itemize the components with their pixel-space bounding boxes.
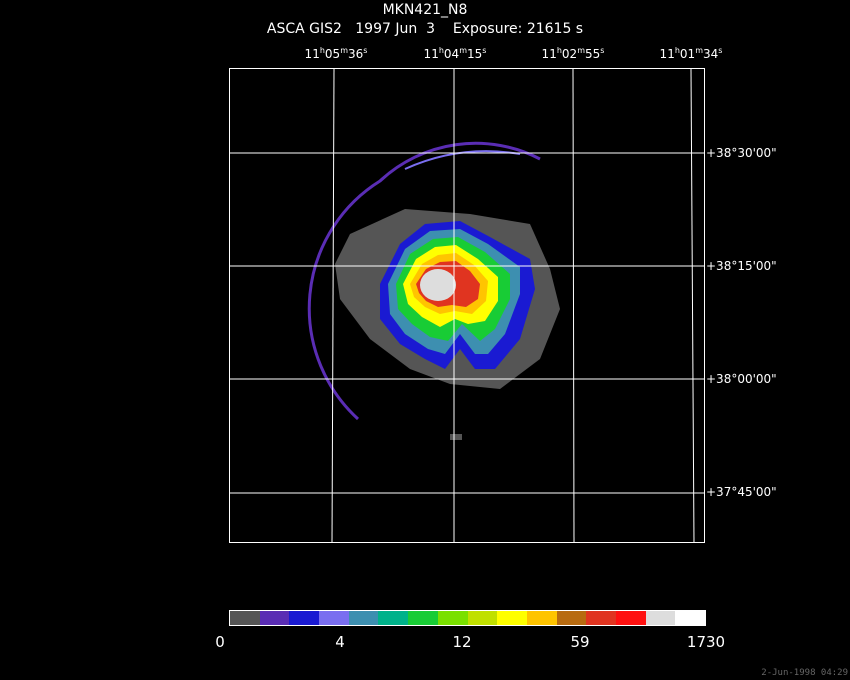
colorbar-label-2: 4 — [335, 633, 345, 651]
colorbar-swatch — [348, 611, 379, 625]
ra-label-4: 11h01m34s — [659, 46, 723, 61]
colorbar-swatch — [497, 611, 527, 625]
colorbar-label-max: 1730 — [686, 633, 726, 651]
colorbar-swatch — [259, 611, 290, 625]
dec-label-2: +38°15'00" — [706, 259, 777, 273]
ra-label-1: 11h05m36s — [304, 46, 368, 61]
colorbar-swatch — [615, 611, 646, 625]
timestamp: 2-Jun-1998 04:29 — [761, 668, 848, 678]
colorbar-swatch — [675, 611, 705, 625]
sky-image-plot — [229, 68, 705, 543]
source-core — [420, 269, 456, 301]
dec-label-4: +37°45'00" — [706, 485, 777, 499]
colorbar-label-min: 0 — [215, 633, 225, 651]
colorbar-swatch — [230, 611, 260, 625]
colorbar-swatch — [289, 611, 320, 625]
colorbar-label-3: 12 — [452, 633, 472, 651]
colorbar-swatch — [467, 611, 498, 625]
detector-rim-arc — [307, 141, 541, 421]
dec-label-3: +38°00'00" — [706, 372, 777, 386]
xray-intensity-map — [230, 69, 704, 542]
faint-patch — [450, 434, 462, 440]
colorbar-swatch — [556, 611, 587, 625]
coordinate-grid — [230, 69, 704, 542]
dec-label-1: +38°30'00" — [706, 146, 777, 160]
ra-label-3: 11h02m55s — [541, 46, 605, 61]
colorbar-swatch — [408, 611, 438, 625]
image-title: MKN421_N8 — [382, 2, 468, 18]
colorbar-swatch — [645, 611, 676, 625]
colorbar-swatch — [526, 611, 557, 625]
colorbar-swatch — [378, 611, 409, 625]
intensity-colorbar — [229, 610, 706, 626]
ra-label-2: 11h04m15s — [423, 46, 487, 61]
colorbar-swatch — [586, 611, 616, 625]
observation-subtitle: ASCA GIS2 1997 Jun 3 Exposure: 21615 s — [266, 21, 584, 37]
colorbar-label-4: 59 — [570, 633, 590, 651]
colorbar-swatch — [437, 611, 468, 625]
colorbar-swatch — [319, 611, 349, 625]
